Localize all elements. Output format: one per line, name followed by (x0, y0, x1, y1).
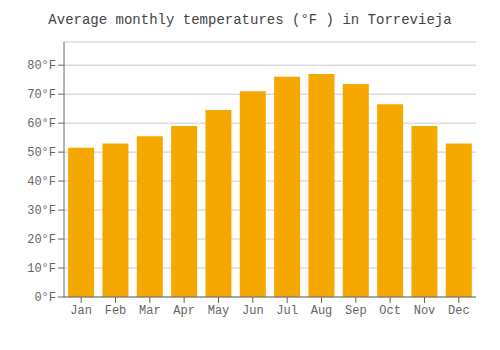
svg-text:Jul: Jul (276, 304, 298, 318)
svg-text:80°F: 80°F (27, 59, 56, 73)
svg-text:70°F: 70°F (27, 88, 56, 102)
svg-text:May: May (208, 304, 230, 318)
svg-text:Feb: Feb (105, 304, 127, 318)
svg-text:0°F: 0°F (34, 291, 56, 305)
svg-text:Dec: Dec (448, 304, 470, 318)
svg-text:10°F: 10°F (27, 262, 56, 276)
svg-text:20°F: 20°F (27, 233, 56, 247)
svg-text:Aug: Aug (311, 304, 333, 318)
svg-text:50°F: 50°F (27, 146, 56, 160)
svg-text:Oct: Oct (379, 304, 401, 318)
html-text:Average monthly temperatures (: Average monthly temperatures (°F ) in To… (48, 12, 452, 28)
svg-text:30°F: 30°F (27, 204, 56, 218)
svg-text:Sep: Sep (345, 304, 367, 318)
svg-text:Jun: Jun (242, 304, 264, 318)
svg-text:60°F: 60°F (27, 117, 56, 131)
svg-text:40°F: 40°F (27, 175, 56, 189)
svg-text:Jan: Jan (70, 304, 92, 318)
svg-text:Apr: Apr (173, 304, 195, 318)
svg-text:Mar: Mar (139, 304, 161, 318)
svg-text:Nov: Nov (414, 304, 436, 318)
